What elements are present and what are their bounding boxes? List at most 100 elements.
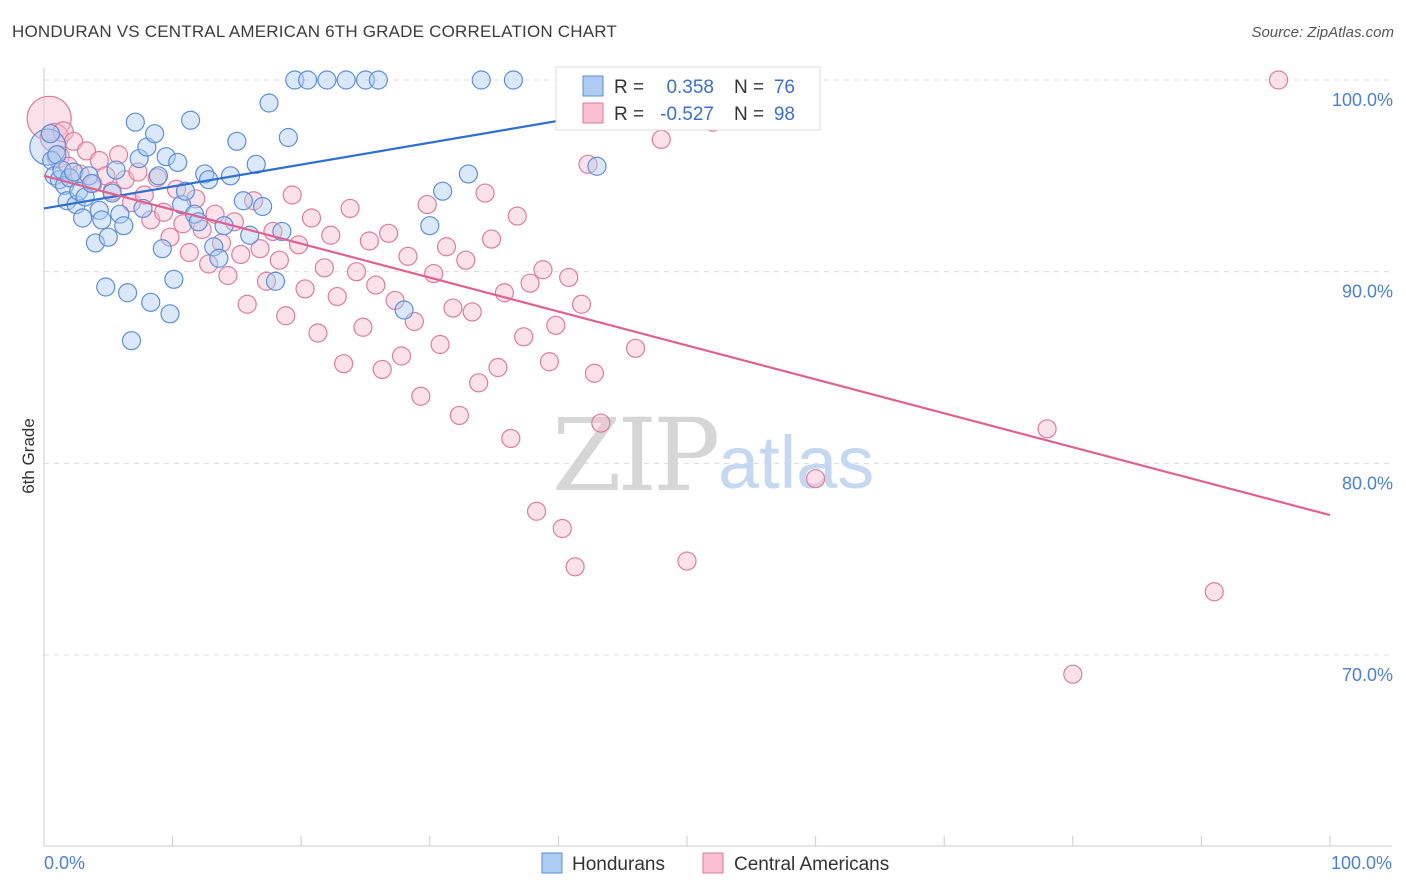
honduran-point (114, 216, 134, 236)
honduran-n-label: N = (734, 77, 764, 98)
central-american-point (26, 95, 72, 141)
central-american-point (651, 129, 671, 150)
honduran-point (317, 70, 337, 90)
central-american-point (340, 198, 360, 219)
central-american-point (552, 518, 572, 539)
honduran-point (72, 208, 93, 228)
honduran-point (368, 70, 388, 90)
honduran-point (92, 210, 112, 230)
central-american-point (430, 334, 450, 355)
central-american-point (462, 302, 482, 322)
central-american-points (26, 70, 1289, 684)
central-american-point (108, 145, 129, 165)
central-american-point (514, 327, 534, 347)
honduran-point (148, 166, 169, 186)
honduran-point (129, 148, 149, 169)
central-american-point (314, 258, 334, 278)
honduran-point (265, 271, 286, 291)
honduran-swatch (582, 75, 604, 97)
central-american-point (584, 363, 605, 383)
honduran-point (298, 70, 318, 90)
watermark: ZIP atlas (552, 397, 874, 514)
central-american-point (456, 250, 476, 270)
honduran-point (278, 127, 298, 148)
central-american-point (308, 323, 328, 343)
central-american-point (366, 275, 386, 295)
central-american-point (1037, 419, 1057, 439)
central-american-point (443, 298, 463, 318)
honduran-point (110, 204, 130, 224)
honduran-point (125, 112, 145, 132)
central-american-point (321, 225, 341, 245)
x-tick-label-max: 100.0% (1331, 853, 1392, 873)
central-swatch (582, 102, 604, 124)
honduran-point (63, 162, 84, 182)
honduran-point (96, 277, 116, 297)
honduran-point (394, 300, 414, 320)
honduran-point (79, 166, 99, 186)
central-american-point (526, 501, 547, 521)
honduran-n-value: 76 (774, 77, 795, 98)
central-american-trend-line (43, 174, 1331, 517)
central-n-value: 98 (774, 104, 795, 125)
central-american-point (334, 354, 354, 374)
central-r-value: -0.527 (660, 104, 714, 125)
honduran-point (117, 283, 138, 303)
central-american-point (391, 346, 412, 366)
central-american-point (469, 373, 489, 393)
x-tick-label-min: 0.0% (44, 853, 85, 873)
central-american-point (449, 405, 469, 426)
central-american-point (327, 286, 347, 307)
y-tick-label-70: 70.0% (1342, 665, 1393, 685)
honduran-point (503, 70, 523, 90)
honduran-point (144, 124, 165, 144)
honduran-point (272, 221, 292, 242)
y-axis-label: 6th Grade (19, 418, 38, 494)
central-american-point (76, 141, 97, 161)
central-american-point (346, 262, 367, 282)
x-ticks (43, 836, 1331, 846)
honduran-point (204, 237, 224, 257)
central-american-point (417, 194, 437, 215)
central-american-point (237, 294, 257, 314)
watermark-atlas: atlas (718, 421, 874, 504)
honduran-point (587, 156, 607, 176)
central-american-point (625, 338, 646, 358)
central-american-point (805, 469, 826, 489)
central-american-point (199, 254, 219, 274)
honduran-point (156, 147, 176, 167)
central-american-point (591, 413, 611, 433)
central-american-point (250, 239, 270, 259)
central-american-point (507, 206, 527, 226)
central-american-point (571, 294, 592, 314)
central-american-point (475, 183, 495, 203)
central-r-label: R = (614, 104, 644, 125)
honduran-point (175, 181, 196, 201)
honduran-point (164, 269, 184, 289)
honduran-point (40, 124, 61, 144)
honduran-point (121, 331, 142, 351)
honduran-point (259, 93, 279, 113)
honduran-point (433, 181, 453, 201)
central-american-point (1063, 664, 1083, 684)
legend-honduran-label: Hondurans (572, 854, 665, 875)
honduran-point (29, 128, 67, 166)
y-tick-labels: 70.0% 80.0% 90.0% 100.0% (1332, 90, 1393, 685)
watermark-zip: ZIP (552, 397, 717, 514)
stats-legend: R = 0.358 N = 76 R = -0.527 N = 98 (555, 66, 821, 131)
central-american-point (301, 208, 322, 228)
honduran-point (233, 191, 253, 211)
honduran-point (98, 227, 118, 247)
honduran-point (168, 152, 188, 173)
central-american-point (677, 551, 697, 571)
honduran-point (160, 304, 180, 324)
honduran-point (141, 292, 161, 312)
central-american-point (436, 237, 457, 257)
honduran-r-label: R = (614, 77, 644, 98)
central-american-point (160, 227, 180, 247)
central-american-point (565, 557, 585, 577)
central-american-point (179, 242, 199, 263)
y-tick-label-80: 80.0% (1342, 473, 1393, 493)
central-american-point (186, 189, 206, 209)
